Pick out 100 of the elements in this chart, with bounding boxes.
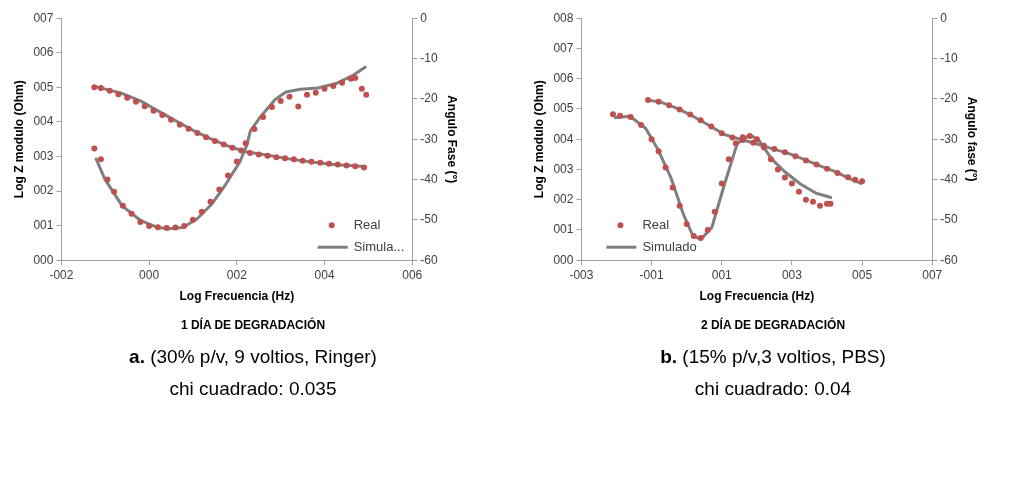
point (304, 91, 311, 98)
point (172, 224, 179, 231)
point (299, 157, 306, 164)
point (753, 136, 760, 143)
point (308, 158, 315, 165)
point (352, 74, 359, 81)
point (277, 97, 284, 104)
point (211, 137, 218, 144)
point (128, 210, 135, 217)
y-tick-label: 005 (33, 79, 54, 94)
point (317, 159, 324, 166)
point (704, 226, 711, 233)
point (225, 172, 232, 179)
point (124, 94, 131, 101)
y2-tick-label: -40 (420, 171, 438, 186)
point (697, 235, 704, 242)
x-tick-label: 005 (852, 267, 873, 282)
point (321, 85, 328, 92)
point (676, 202, 683, 209)
y2-axis-title: Angulo fase (°) (965, 96, 980, 182)
legend-label: Simula... (353, 238, 405, 254)
point (97, 156, 104, 163)
x-tick-label: 002 (226, 267, 248, 282)
point (718, 180, 725, 187)
x-tick-label: -002 (49, 267, 74, 282)
point (159, 112, 166, 118)
y-tick-label: 008 (553, 10, 574, 25)
point (268, 103, 275, 110)
point (97, 85, 104, 92)
point (163, 224, 170, 231)
point (242, 140, 249, 147)
y-tick-label: 002 (553, 192, 574, 207)
point (273, 154, 280, 161)
point (150, 107, 157, 114)
y2-tick-label: 0 (940, 10, 948, 25)
x-tick-label: 003 (781, 267, 803, 282)
point (264, 152, 271, 159)
point (207, 198, 214, 205)
y2-tick-label: -40 (940, 171, 958, 186)
y-axis-title: Log Z modulo (Ohm) (531, 80, 546, 199)
point (115, 91, 122, 98)
text: b. (15% p/v,3 voltios, PBS) (659, 346, 887, 368)
point (610, 111, 616, 118)
y2-axis-title: Angulo Fase (°) (445, 95, 460, 184)
y-tick-label: 004 (33, 114, 54, 129)
y-tick-label: 001 (33, 217, 54, 232)
y-tick-label: 000 (553, 252, 574, 267)
text: chi cuadrado: 0.04 (693, 378, 853, 400)
y-tick-label: 001 (553, 222, 574, 237)
point (771, 145, 778, 152)
y-tick-label: 002 (33, 183, 54, 198)
point (216, 186, 223, 193)
y2-tick-label: -30 (940, 131, 958, 146)
point (176, 121, 183, 128)
point (834, 170, 841, 177)
point (662, 164, 669, 171)
point (198, 208, 205, 215)
point (229, 144, 236, 151)
point (732, 140, 739, 147)
y2-tick-label: -10 (940, 50, 958, 65)
y-tick-label: 006 (33, 45, 54, 60)
y2-tick-label: -20 (940, 91, 958, 106)
y2-tick-label: -60 (420, 252, 438, 267)
point (617, 112, 624, 119)
legend-label: Simulado (642, 238, 697, 254)
point (859, 178, 866, 185)
point (255, 151, 262, 158)
point (343, 162, 350, 169)
text: a. (30% p/v, 9 voltios, Ringer) (128, 346, 378, 368)
point (185, 125, 192, 132)
point (286, 93, 293, 100)
point (132, 98, 139, 105)
legend-label: Real (353, 216, 381, 232)
point (220, 141, 227, 148)
point (104, 176, 111, 183)
point (824, 165, 831, 172)
point (91, 84, 98, 91)
y-tick-label: 007 (553, 40, 574, 55)
point (802, 157, 809, 164)
x-tick-label: 007 (922, 267, 943, 282)
point (189, 216, 196, 223)
y2-tick-label: -10 (420, 50, 438, 65)
y2-tick-label: -60 (940, 252, 958, 267)
y-axis-title: Log Z modulo (Ohm) (11, 80, 26, 199)
x-tick-label: -003 (569, 267, 594, 282)
y-tick-label: 005 (553, 101, 574, 116)
point (325, 160, 332, 167)
x-tick-label: 000 (139, 267, 160, 282)
point (809, 198, 816, 205)
y2-tick-label: -30 (420, 131, 438, 146)
point (137, 218, 144, 225)
text: 2 DÍA DE DEGRADACIÓN (699, 318, 847, 332)
point (645, 96, 652, 103)
point (363, 91, 370, 98)
point (666, 102, 673, 109)
y-tick-label: 006 (553, 71, 574, 86)
point (687, 111, 694, 118)
point (282, 155, 289, 162)
point (141, 103, 148, 110)
point (816, 202, 823, 209)
